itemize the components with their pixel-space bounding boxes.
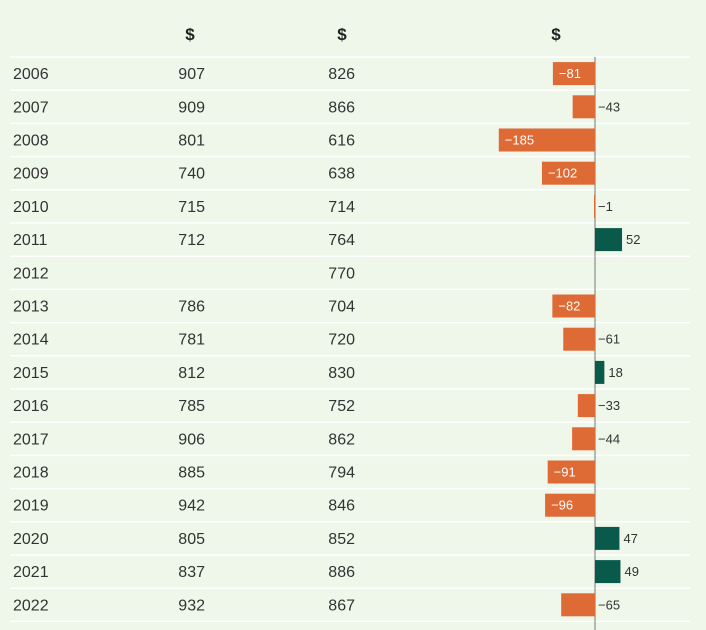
difference-label: −91	[554, 465, 576, 480]
difference-label: 47	[623, 531, 637, 546]
year-label: 2018	[13, 465, 49, 482]
difference-label: −65	[598, 597, 620, 612]
value-b-cell: 638	[328, 166, 355, 183]
year-label: 2009	[13, 166, 49, 183]
year-label: 2019	[13, 498, 49, 515]
difference-bar	[552, 62, 595, 86]
difference-bar	[498, 128, 595, 152]
difference-bar	[595, 560, 621, 584]
difference-label: −43	[598, 99, 620, 114]
value-b-cell: 794	[328, 465, 355, 482]
value-b-cell: 867	[328, 597, 355, 614]
value-a-cell: 907	[178, 66, 205, 83]
value-b-cell: 720	[328, 332, 355, 349]
value-a-cell: 932	[178, 597, 205, 614]
difference-label: −185	[505, 133, 534, 148]
difference-label: −82	[558, 299, 580, 314]
value-a-cell: 942	[178, 498, 205, 515]
year-label: 2014	[13, 332, 49, 349]
difference-label: 49	[624, 564, 638, 579]
difference-label: −81	[559, 66, 581, 81]
value-b-cell: 714	[328, 199, 355, 216]
value-a-cell: 712	[178, 232, 205, 249]
difference-bar	[595, 228, 623, 252]
difference-bar	[595, 360, 605, 384]
year-label: 2010	[13, 199, 49, 216]
value-a-cell: 801	[178, 133, 205, 150]
year-label: 2017	[13, 431, 49, 448]
value-b-cell: 752	[328, 398, 355, 415]
value-a-cell: 786	[178, 299, 205, 316]
value-b-cell: 616	[328, 133, 355, 150]
value-b-cell: 862	[328, 431, 355, 448]
year-label: 2013	[13, 299, 49, 316]
value-b-cell: 852	[328, 531, 355, 548]
difference-label: −96	[551, 498, 573, 513]
value-b-cell: 886	[328, 564, 355, 581]
year-label: 2006	[13, 66, 49, 83]
column-header-2: $	[337, 25, 347, 44]
difference-label: −33	[598, 398, 620, 413]
year-label: 2012	[13, 265, 49, 282]
year-label: 2015	[13, 365, 49, 382]
difference-bar	[547, 460, 595, 484]
difference-label: −102	[548, 166, 577, 181]
value-b-cell: 846	[328, 498, 355, 515]
year-label: 2007	[13, 99, 49, 116]
difference-bar	[594, 194, 595, 218]
value-a-cell: 781	[178, 332, 205, 349]
difference-bar	[572, 427, 595, 451]
value-a-cell: 715	[178, 199, 205, 216]
value-b-cell: 770	[328, 265, 355, 282]
value-a-cell: 906	[178, 431, 205, 448]
difference-bar	[577, 394, 595, 418]
value-b-cell: 830	[328, 365, 355, 382]
difference-label: −1	[598, 199, 613, 214]
difference-bar	[561, 593, 595, 617]
difference-bar	[552, 294, 595, 318]
value-a-cell: 885	[178, 465, 205, 482]
difference-label: −61	[598, 332, 620, 347]
difference-bar	[595, 526, 620, 550]
year-label: 2016	[13, 398, 49, 415]
year-label: 2020	[13, 531, 49, 548]
difference-bar	[541, 161, 595, 185]
column-header-3: $	[551, 25, 561, 44]
value-b-cell: 826	[328, 66, 355, 83]
difference-bar	[572, 95, 595, 119]
value-b-cell: 704	[328, 299, 355, 316]
value-a-cell: 812	[178, 365, 205, 382]
value-a-cell: 740	[178, 166, 205, 183]
difference-bar	[545, 493, 595, 517]
value-a-cell: 805	[178, 531, 205, 548]
value-b-cell: 764	[328, 232, 355, 249]
difference-label: 52	[626, 232, 640, 247]
year-label: 2008	[13, 133, 49, 150]
difference-bar	[563, 327, 595, 351]
value-a-cell: 837	[178, 564, 205, 581]
year-label: 2011	[13, 232, 48, 249]
year-label: 2022	[13, 597, 49, 614]
column-header-1: $	[185, 25, 195, 44]
year-label: 2021	[13, 564, 49, 581]
value-a-cell: 785	[178, 398, 205, 415]
difference-label: 18	[608, 365, 622, 380]
value-b-cell: 866	[328, 99, 355, 116]
difference-label: −44	[598, 431, 620, 446]
value-a-cell: 909	[178, 99, 205, 116]
